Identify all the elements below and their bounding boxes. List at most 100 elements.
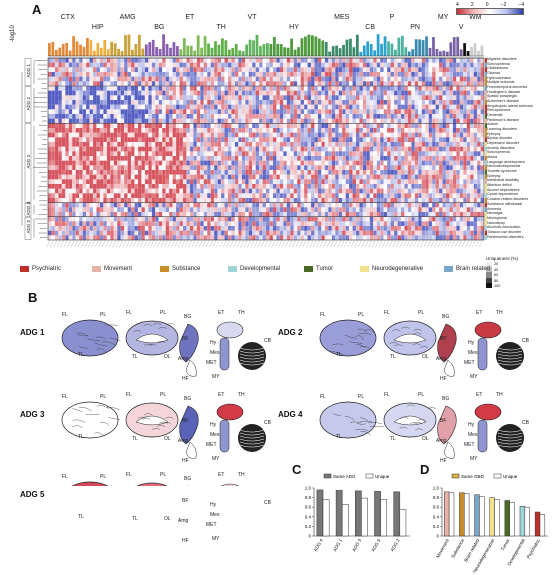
- disorder-label: Parkinsonian disorders: [487, 235, 557, 240]
- region-bar: [93, 51, 96, 56]
- region-bar: [442, 51, 445, 56]
- bar-same-gbd: [459, 493, 464, 536]
- region-bar: [297, 47, 300, 56]
- uniqueness-tick: 20: [494, 262, 500, 266]
- region-bar: [335, 46, 338, 56]
- region-bar: [72, 36, 75, 56]
- region-bar: [308, 35, 311, 56]
- bar-unique: [495, 500, 500, 536]
- region-bar: [401, 36, 404, 56]
- region-bar: [276, 44, 279, 56]
- brain-region-label: BF: [440, 418, 446, 424]
- x-tick-label: ADG 5: [370, 538, 381, 553]
- legend-label: Unique: [375, 474, 390, 479]
- region-bar: [394, 50, 397, 56]
- brain-region-label: ET: [218, 310, 224, 316]
- uniqueness-tick: 100: [494, 284, 500, 288]
- brain-region-label: MY: [470, 374, 478, 380]
- brain-region-label: FL: [62, 312, 68, 318]
- brain-region-label: TL: [132, 516, 138, 522]
- bar-same-adg: [336, 490, 342, 536]
- adg-row-label: ADG 2: [26, 97, 31, 111]
- region-bar: [283, 47, 286, 56]
- brain-region-label: Hy: [210, 340, 216, 346]
- region-bar: [176, 46, 179, 56]
- adg-brain-title: ADG 2: [278, 328, 302, 337]
- brain-region-label: Hy: [210, 422, 216, 428]
- region-bar: [342, 45, 345, 56]
- region-bar: [456, 37, 459, 56]
- region-bar: [245, 45, 248, 56]
- region-bar: [332, 46, 335, 56]
- adg-row-label: ADG 3: [26, 155, 31, 169]
- region-bar: [124, 35, 127, 56]
- y-tick-label: 1.0: [305, 486, 312, 491]
- scale-tick: 4: [456, 2, 459, 8]
- region-bar: [463, 43, 466, 56]
- region-bar: [107, 49, 110, 56]
- region-bar: [90, 40, 93, 56]
- region-bar: [76, 41, 79, 56]
- brain-region-label: TL: [78, 514, 84, 520]
- region-bar: [204, 36, 207, 56]
- region-bar: [238, 50, 241, 56]
- cortex-lateral: [62, 402, 118, 438]
- brain-region-label: FL: [126, 472, 132, 478]
- brain-region-label: OL: [164, 516, 171, 522]
- region-bar: [436, 49, 439, 56]
- region-bar: [231, 48, 234, 56]
- brain-region-label: TL: [390, 354, 396, 360]
- bar-same-gbd: [505, 500, 510, 536]
- bar-unique: [361, 498, 367, 536]
- region-bar: [387, 41, 390, 56]
- cortex-medial: [126, 483, 178, 486]
- brain-region-label: HF: [440, 458, 447, 464]
- brain-region-label: FL: [384, 310, 390, 316]
- legend-item: Neurodegenerative: [360, 266, 423, 272]
- brain-region-label: PL: [160, 310, 166, 316]
- region-bar: [221, 38, 224, 56]
- region-bar: [86, 38, 89, 56]
- region-bar: [404, 47, 407, 56]
- brain-region-label: Mes: [210, 512, 219, 518]
- region-bar: [280, 44, 283, 56]
- legend-swatch: [304, 266, 313, 272]
- brain-region-label: CB: [522, 338, 529, 344]
- region-bar: [186, 46, 189, 56]
- brain-region-label: TL: [132, 436, 138, 442]
- region-bar: [62, 44, 65, 56]
- region-bar: [287, 48, 290, 56]
- region-bar: [207, 44, 210, 56]
- legend-swatch: [494, 474, 501, 478]
- adg-row-label: ADG 5: [26, 220, 31, 234]
- brain-region-label: PL: [100, 474, 106, 480]
- thalamus: [217, 404, 243, 420]
- legend-swatch: [452, 474, 459, 478]
- region-bar: [339, 48, 342, 56]
- brain-region-label: TH: [238, 392, 245, 398]
- brain-region-label: TL: [336, 434, 342, 440]
- region-bar: [179, 49, 182, 56]
- bar-unique: [381, 500, 387, 536]
- legend-swatch: [324, 474, 331, 478]
- region-bar: [266, 43, 269, 56]
- region-bar: [263, 44, 266, 56]
- brain-region-label: BF: [182, 336, 188, 342]
- bar-unique: [342, 504, 348, 536]
- region-bar: [83, 47, 86, 56]
- adg-brain-title: ADG 1: [20, 328, 44, 337]
- region-label-bg: BG: [154, 24, 164, 31]
- legend-label: Neurodegenerative: [372, 266, 423, 272]
- region-bar: [353, 47, 356, 56]
- brain-region-label: TL: [78, 352, 84, 358]
- brain-region-label: BF: [182, 418, 188, 424]
- brain-region-label: PL: [100, 394, 106, 400]
- brainstem: [478, 338, 487, 370]
- region-bar: [446, 52, 449, 56]
- region-bar: [100, 48, 103, 56]
- brain-region-label: TL: [336, 352, 342, 358]
- region-bar: [391, 44, 394, 56]
- region-bar: [422, 40, 425, 56]
